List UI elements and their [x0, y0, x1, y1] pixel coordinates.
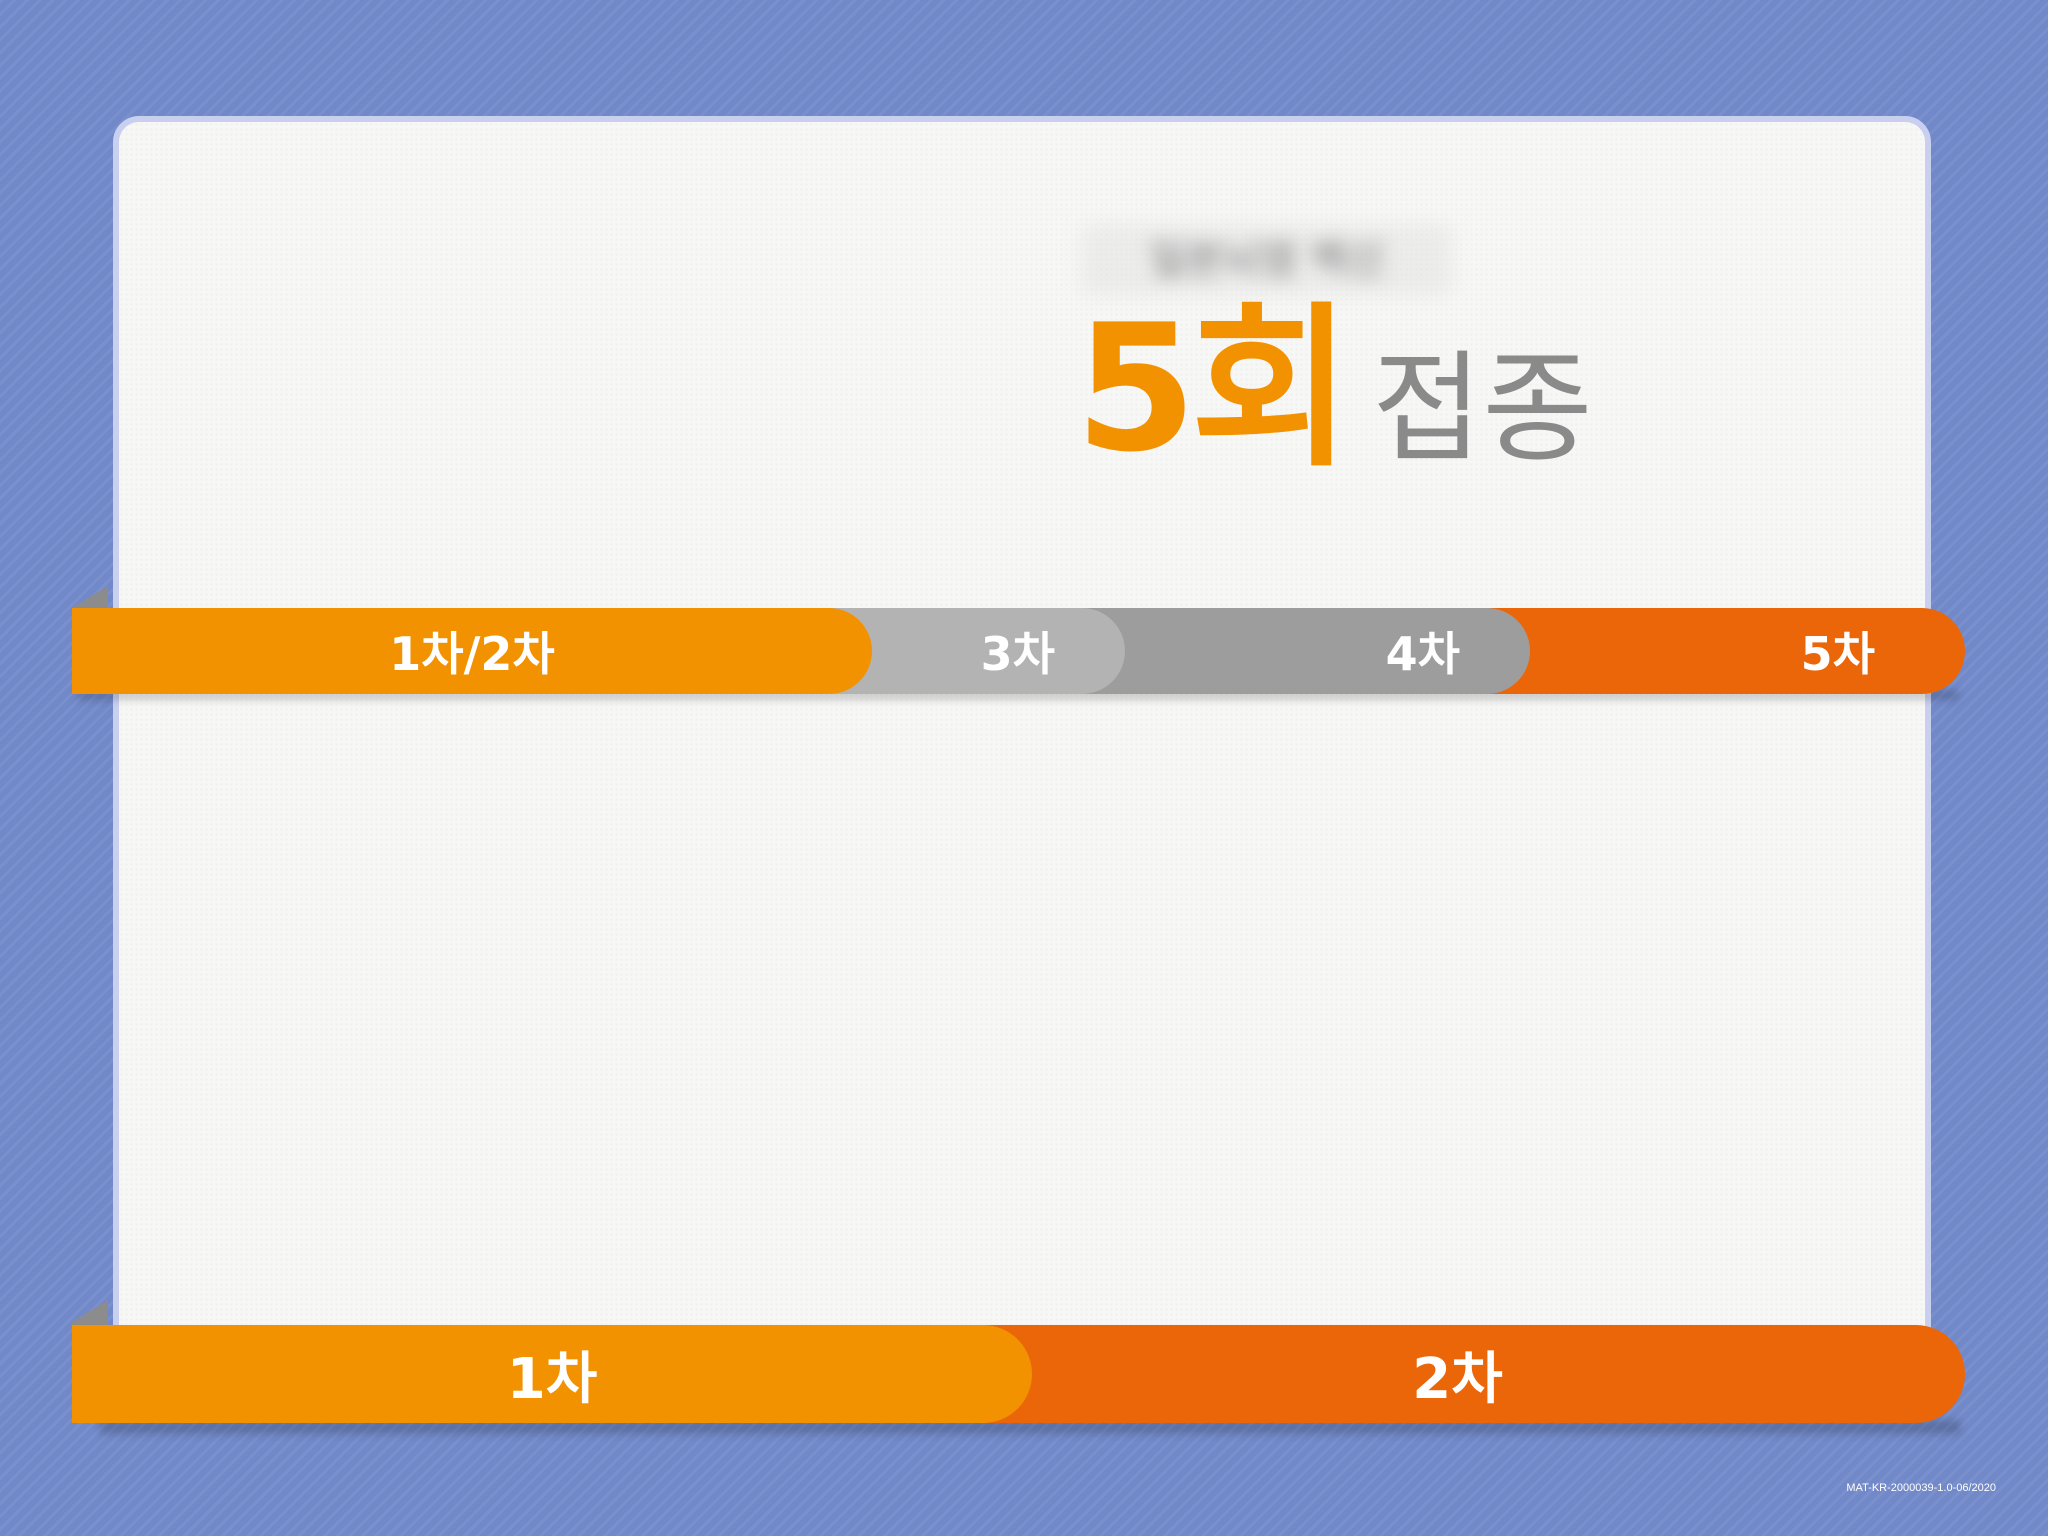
schedule-bar-dose-5: 5차	[1460, 608, 1965, 694]
dose-1-2-label: 1차/2차	[389, 627, 555, 681]
dose-4-label: 4차	[1385, 627, 1460, 681]
dose-1-label: 1차	[506, 1346, 598, 1412]
ribbon-shadow-bottom	[100, 1420, 1960, 1434]
dose-count: 5회	[1075, 288, 1352, 491]
dose-3-label: 3차	[980, 627, 1055, 681]
schedule-bar-dose-2: 2차	[950, 1325, 1965, 1423]
document-code: MAT-KR-2000039-1.0-06/2020	[1846, 1482, 1996, 1494]
schedule-bar-dose-1: 1차	[72, 1325, 1032, 1423]
dose-2-label: 2차	[1412, 1346, 1503, 1412]
ribbon-shadow-top	[78, 690, 1958, 700]
schedule-bar-dose-1-2: 1차/2차	[72, 608, 872, 694]
dose-5-label: 5차	[1800, 627, 1875, 681]
dose-label: 접종	[1372, 340, 1593, 479]
schedule-bar-dose-4: 4차	[1060, 608, 1530, 694]
blurred-subtitle: 일본뇌염 백신	[1082, 225, 1452, 295]
content-card	[113, 116, 1931, 1406]
